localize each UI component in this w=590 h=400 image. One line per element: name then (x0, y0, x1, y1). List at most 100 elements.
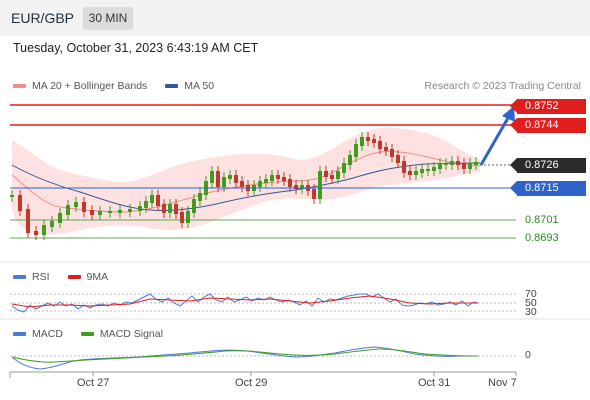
macd-signal-swatch (80, 332, 94, 336)
x-label-oct27: Oct 27 (77, 377, 110, 389)
candle-body (228, 175, 232, 179)
main-legend: MA 20 + Bollinger Bands MA 50 (13, 80, 214, 92)
rsi-legend: RSI 9MA (13, 271, 108, 283)
ma50-swatch (165, 84, 179, 88)
candle-body (336, 171, 340, 179)
symbol-label: EUR/GBP (11, 10, 75, 26)
candle-body (90, 210, 94, 215)
candle-body (174, 204, 178, 214)
candle-body (276, 175, 280, 179)
rsi-line (11, 293, 479, 313)
x-label-oct31: Oct 31 (418, 377, 451, 389)
candle-body (402, 161, 406, 173)
candle-body (438, 163, 442, 169)
candle-body (318, 171, 322, 199)
macd-signal-line (11, 348, 479, 363)
chart-datetime: Tuesday, October 31, 2023 6:43:19 AM CET (13, 41, 259, 55)
candle-body (118, 210, 122, 213)
candle-body (456, 161, 460, 165)
candle-body (420, 169, 424, 173)
rsi-legend-label: RSI (32, 271, 50, 283)
candle-body (372, 139, 376, 143)
candle-body (444, 163, 448, 165)
rsi-ma9-legend-label: 9MA (86, 271, 109, 283)
candle-body (144, 201, 148, 208)
candle-body (186, 211, 190, 223)
macd-legend-label: MACD (32, 328, 63, 340)
candle-body (50, 221, 54, 227)
timeframe-button[interactable]: 30 MIN (83, 7, 133, 30)
candle-body (324, 171, 328, 177)
candle-body (270, 175, 274, 181)
candle-body (366, 137, 370, 141)
x-label-oct29: Oct 29 (235, 377, 268, 389)
resistance-1-tag: 0.8744 (510, 118, 586, 133)
macd-legend: MACD MACD Signal (13, 328, 163, 340)
candle-body (216, 171, 220, 187)
forecast-arrow (479, 117, 510, 166)
candle-body (42, 225, 46, 235)
candle-body (264, 179, 268, 183)
candle-body (300, 185, 304, 189)
candle-body (378, 141, 382, 149)
candle-body (342, 163, 346, 173)
macd-line (11, 346, 478, 370)
candle-body (26, 209, 30, 233)
candle-body (462, 163, 466, 169)
candle-body (240, 181, 244, 187)
rsi-label-50: 50 (525, 297, 537, 309)
candle-body (18, 195, 22, 211)
candle-body (138, 206, 142, 211)
candle-body (390, 149, 394, 157)
candle-body (192, 199, 196, 213)
candle-body (258, 181, 262, 187)
candle-body (210, 171, 214, 183)
candle-body (360, 137, 364, 146)
support-1-label: 0.8701 (525, 214, 559, 226)
resistance-2-tag: 0.8752 (510, 99, 586, 114)
candle-body (156, 195, 160, 206)
candle-body (128, 209, 132, 212)
candle-body (312, 189, 316, 199)
rsi-label-70: 70 (525, 288, 537, 300)
candle-body (348, 155, 352, 165)
x-label-nov7: Nov 7 (488, 377, 517, 389)
credit-text: Research © 2023 Trading Central (424, 80, 581, 92)
candle-body (474, 162, 478, 165)
candle-body (58, 213, 62, 223)
macd-zero-label: 0 (525, 349, 531, 361)
ma20-legend-label: MA 20 + Bollinger Bands (32, 80, 148, 92)
candle-body (282, 177, 286, 181)
pivot-tag: 0.8715 (510, 181, 586, 196)
rsi-ma9-line (11, 295, 478, 308)
candle-body (150, 195, 154, 203)
candle-body (396, 155, 400, 163)
ma50-legend-label: MA 50 (184, 80, 215, 92)
candlesticks (10, 132, 478, 240)
candle-body (66, 205, 70, 215)
candle-body (198, 193, 202, 201)
candle-body (414, 171, 418, 175)
candle-body (288, 179, 292, 187)
candle-body (74, 202, 78, 207)
candle-body (234, 175, 238, 183)
candle-body (408, 171, 412, 175)
candle-body (426, 169, 430, 171)
ma20-swatch (13, 84, 26, 88)
ma20-line (11, 151, 481, 213)
macd-swatch (13, 332, 26, 336)
candle-body (10, 195, 14, 197)
candle-body (468, 163, 472, 169)
last-price-tag: 0.8726 (510, 158, 586, 173)
candle-body (82, 202, 86, 212)
macd-signal-legend-label: MACD Signal (99, 328, 163, 340)
candle-body (180, 212, 184, 223)
candle-body (98, 211, 102, 215)
chart-header: EUR/GBP 30 MIN (0, 0, 590, 36)
candle-body (108, 211, 112, 213)
support-2-label: 0.8693 (525, 232, 559, 244)
rsi-label-30: 30 (525, 306, 537, 318)
bollinger-band (12, 127, 480, 235)
candle-body (168, 204, 172, 213)
